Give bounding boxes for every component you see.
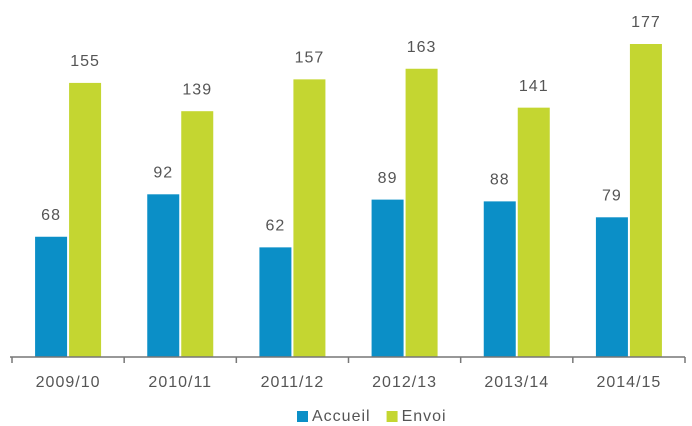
bar <box>405 68 438 357</box>
bar <box>629 44 662 357</box>
legend-swatch <box>386 411 398 422</box>
bar <box>371 199 404 357</box>
legend-label: Accueil <box>312 408 371 425</box>
data-label: 177 <box>631 14 661 31</box>
bar <box>181 111 214 357</box>
x-tick-label: 2013/14 <box>484 374 549 391</box>
data-label: 139 <box>182 81 212 98</box>
legend-label: Envoi <box>402 408 447 425</box>
data-label: 163 <box>407 39 437 56</box>
data-label: 68 <box>41 207 61 224</box>
data-label: 92 <box>153 165 173 182</box>
bar <box>69 82 102 357</box>
data-label: 141 <box>519 78 549 95</box>
bar <box>35 236 68 357</box>
data-label: 155 <box>70 53 100 70</box>
x-tick-label: 2010/11 <box>148 374 212 391</box>
data-label: 89 <box>378 170 398 187</box>
data-label: 157 <box>295 50 325 67</box>
bar <box>483 201 516 357</box>
bar <box>147 194 180 357</box>
data-label: 79 <box>602 188 622 205</box>
bar <box>259 247 292 357</box>
bar <box>517 107 550 358</box>
x-tick-label: 2014/15 <box>596 374 661 391</box>
legend-swatch <box>297 411 308 422</box>
bar <box>293 79 326 357</box>
x-tick-label: 2009/10 <box>36 374 101 391</box>
x-tick-label: 2011/12 <box>261 374 325 391</box>
bar <box>595 217 628 357</box>
data-label: 88 <box>490 172 510 189</box>
data-label: 62 <box>266 218 286 235</box>
x-tick-label: 2012/13 <box>372 374 437 391</box>
